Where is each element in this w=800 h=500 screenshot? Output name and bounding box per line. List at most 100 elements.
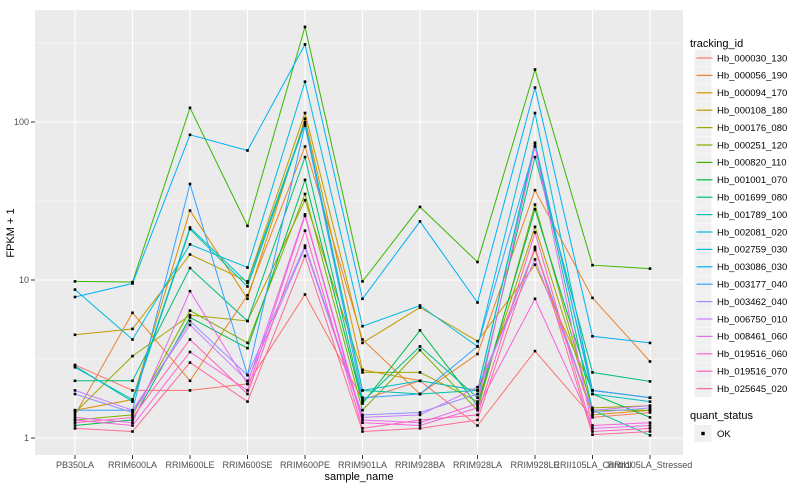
data-point (418, 345, 422, 348)
data-point (246, 224, 249, 228)
x-tick-label: RRII105LA_Stressed (608, 460, 693, 470)
data-point (188, 389, 192, 392)
data-point (246, 297, 249, 301)
data-point (188, 266, 192, 270)
data-point (418, 413, 422, 417)
data-point (188, 309, 192, 312)
x-tick-label: RRII105LA_Control (553, 460, 631, 470)
legend-title-tracking-id: tracking_id (690, 38, 743, 50)
legend-item: Hb_003177_040 (694, 275, 787, 293)
data-point (361, 396, 364, 399)
data-point (648, 411, 652, 414)
legend-item: Hb_001699_080 (694, 188, 787, 206)
data-point (131, 424, 134, 427)
data-point (476, 404, 479, 407)
data-point (361, 371, 364, 374)
data-point (476, 406, 479, 410)
legend-item-label: Hb_000094_170 (717, 88, 787, 99)
data-point (591, 263, 594, 267)
legend-title-quant-status: quant_status (690, 410, 753, 422)
data-point (533, 225, 537, 229)
data-point (246, 285, 249, 288)
data-point (246, 281, 249, 285)
data-point (73, 416, 77, 419)
legend-item-label: Hb_025645_020 (717, 384, 787, 395)
legend-item-label: Hb_008461_060 (717, 332, 787, 343)
data-point (418, 348, 422, 352)
x-tick-label: RRIM600SE (222, 460, 272, 470)
legend-item-label: Hb_001001_070 (717, 175, 787, 186)
legend-item: Hb_000056_190 (694, 66, 787, 84)
data-point (418, 306, 422, 309)
data-point (476, 413, 479, 417)
data-point (361, 430, 364, 433)
data-point (648, 424, 652, 427)
data-point (246, 382, 249, 386)
data-point (648, 408, 652, 412)
x-tick-label: RRIM600PE (280, 460, 330, 470)
data-point (533, 208, 537, 211)
data-point (188, 243, 192, 246)
data-point (476, 352, 479, 356)
data-point (591, 416, 594, 419)
data-point (303, 198, 307, 202)
data-point (303, 214, 307, 218)
data-point (303, 43, 307, 46)
data-point (648, 404, 652, 407)
legend-item: Hb_000030_130 (694, 49, 787, 67)
data-point (533, 143, 537, 146)
legend-item: Hb_001001_070 (694, 171, 787, 189)
legend-item: Hb_001789_100 (694, 206, 787, 224)
data-point (533, 111, 537, 115)
x-tick-label: RRIM928LE (510, 460, 559, 470)
legend-item-label: Hb_000108_180 (717, 106, 787, 117)
data-point (418, 421, 422, 424)
data-point (591, 389, 594, 392)
legend-item: Hb_008461_060 (694, 327, 787, 345)
data-point (131, 416, 134, 419)
data-point (361, 427, 364, 430)
data-point (246, 319, 249, 323)
data-point (73, 280, 77, 283)
data-point (591, 296, 594, 300)
legend-item-label: Hb_000176_080 (717, 123, 787, 134)
data-point (476, 392, 479, 396)
legend-item-label: Hb_002081_020 (717, 227, 787, 238)
data-point (533, 263, 537, 266)
legend-item: Hb_000108_180 (694, 101, 787, 119)
data-point (361, 389, 364, 392)
x-tick-label: RRIM600LE (165, 460, 214, 470)
legend-item-label: Hb_003086_030 (717, 262, 787, 273)
data-point (418, 205, 422, 209)
legend-item-label: Hb_003462_040 (717, 297, 787, 308)
data-point (188, 313, 192, 317)
data-point (131, 408, 134, 412)
data-point (418, 329, 422, 332)
data-point (361, 338, 364, 341)
data-point (303, 155, 307, 159)
legend-item-label: Hb_000251_120 (717, 140, 787, 151)
data-point (303, 293, 307, 296)
data-point (131, 389, 134, 392)
y-tick-label: 10 (19, 275, 29, 285)
data-point (73, 424, 77, 427)
data-point (73, 379, 77, 383)
data-point (188, 316, 192, 319)
data-point (73, 288, 77, 291)
data-point (476, 400, 479, 403)
data-point (533, 155, 537, 159)
axes: 1 10 100 PB350LA RRIM600LA RRIM600LE RRIM600SE… (14, 117, 692, 470)
data-point (533, 203, 537, 206)
data-point (303, 213, 307, 216)
x-tick-label: RRIM901LA (338, 460, 387, 470)
data-point (303, 178, 307, 182)
legend-item: Hb_000251_120 (694, 136, 787, 154)
data-point (476, 408, 479, 412)
data-point (648, 400, 652, 403)
data-point (418, 411, 422, 414)
legend-item-label: Hb_019516_070 (717, 367, 787, 378)
legend-item-label: Hb_019516_060 (717, 349, 787, 360)
data-point (303, 117, 307, 120)
